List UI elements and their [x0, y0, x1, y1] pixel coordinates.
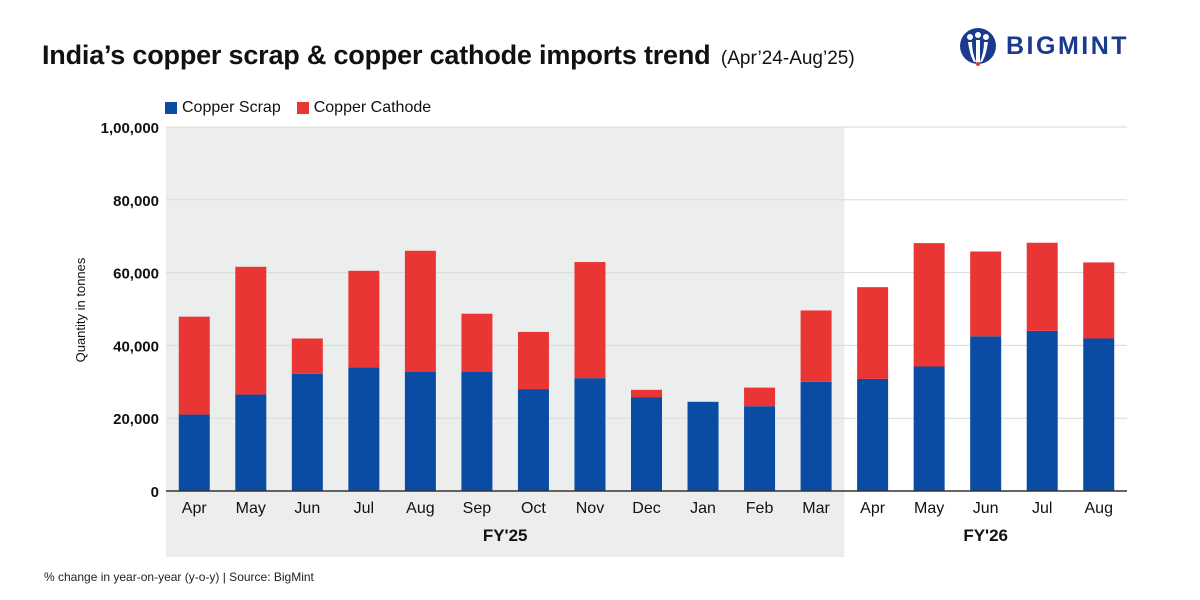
legend: Copper Scrap Copper Cathode — [165, 99, 447, 117]
x-tick-label: Oct — [521, 500, 546, 517]
y-tick-label: 60,000 — [113, 266, 159, 283]
x-tick-label: Aug — [1085, 500, 1113, 517]
bar-copper-cathode — [800, 310, 832, 382]
x-tick-label: Jul — [354, 500, 374, 517]
legend-item-cathode: Copper Cathode — [296, 99, 432, 117]
bar-copper-scrap — [291, 373, 323, 491]
y-tick-label: 80,000 — [113, 193, 159, 210]
bar-copper-cathode — [913, 243, 945, 367]
group-label: FY'25 — [483, 526, 528, 545]
chart-title: India’s copper scrap & copper cathode im… — [42, 40, 855, 71]
x-tick-label: Sep — [463, 500, 492, 517]
bar-copper-scrap — [404, 371, 436, 491]
bar-copper-cathode — [1083, 262, 1115, 339]
bar-copper-scrap — [461, 371, 493, 491]
bar-copper-scrap — [970, 336, 1002, 491]
x-tick-label: Dec — [632, 500, 660, 517]
bigmint-logo-text: BIGMINT — [1006, 31, 1130, 60]
legend-label-cathode: Copper Cathode — [313, 99, 432, 116]
x-tick-label: Jul — [1032, 500, 1052, 517]
bar-copper-cathode — [1026, 242, 1058, 331]
legend-label-scrap: Copper Scrap — [182, 99, 281, 116]
y-tick-label: 0 — [151, 484, 159, 501]
bar-copper-cathode — [631, 389, 662, 398]
title-subtitle: (Apr’24-Aug’25) — [720, 48, 855, 69]
bar-copper-scrap — [857, 378, 889, 491]
bar-copper-scrap — [687, 401, 719, 491]
footer-note: % change in year-on-year (y-o-y) | Sourc… — [44, 570, 314, 584]
x-tick-label: Nov — [576, 500, 604, 517]
x-tick-label: Jun — [294, 500, 320, 517]
bigmint-logo: BIGMINT — [958, 26, 1129, 66]
bar-copper-scrap — [1026, 330, 1058, 491]
x-tick-label: Apr — [860, 500, 886, 517]
x-tick-label: May — [236, 500, 266, 517]
bar-copper-cathode — [970, 251, 1002, 337]
x-tick-label: Feb — [746, 500, 774, 517]
bar-copper-scrap — [574, 378, 606, 491]
y-axis-label: Quantity in tonnes — [73, 257, 88, 362]
fy25-background-band — [166, 127, 845, 557]
x-tick-label: Mar — [802, 500, 830, 517]
bar-copper-cathode — [291, 338, 323, 374]
x-tick-label: Jun — [973, 500, 999, 517]
x-tick-label: Jan — [690, 500, 716, 517]
bar-copper-cathode — [404, 250, 436, 372]
bar-copper-scrap — [744, 406, 776, 491]
bar-copper-scrap — [178, 414, 210, 491]
bar-copper-cathode — [744, 387, 776, 407]
bar-copper-scrap — [348, 367, 380, 491]
x-tick-label: Aug — [406, 500, 434, 517]
y-tick-label: 1,00,000 — [101, 120, 159, 137]
bar-copper-scrap — [235, 394, 267, 491]
bar-copper-cathode — [235, 266, 267, 395]
bar-copper-cathode — [574, 262, 606, 379]
legend-swatch-scrap — [165, 102, 177, 114]
bar-copper-scrap — [517, 389, 549, 491]
bar-copper-scrap — [631, 397, 662, 491]
group-label: FY'26 — [963, 526, 1008, 545]
bar-copper-scrap — [913, 366, 945, 491]
y-tick-label: 40,000 — [113, 338, 159, 355]
bar-copper-scrap — [800, 381, 832, 491]
legend-swatch-cathode — [296, 102, 309, 114]
bigmint-logo-icon — [960, 28, 996, 66]
x-tick-label: Apr — [182, 500, 208, 517]
bar-copper-cathode — [178, 316, 210, 415]
legend-item-scrap: Copper Scrap — [165, 99, 281, 117]
bar-copper-cathode — [517, 331, 549, 390]
x-tick-label: May — [914, 500, 944, 517]
title-main: India’s copper scrap & copper cathode im… — [42, 40, 711, 70]
bar-copper-cathode — [348, 270, 380, 368]
bar-copper-scrap — [1083, 338, 1115, 491]
y-tick-label: 20,000 — [113, 411, 159, 428]
bar-copper-cathode — [461, 313, 493, 372]
bar-copper-cathode — [857, 287, 889, 379]
